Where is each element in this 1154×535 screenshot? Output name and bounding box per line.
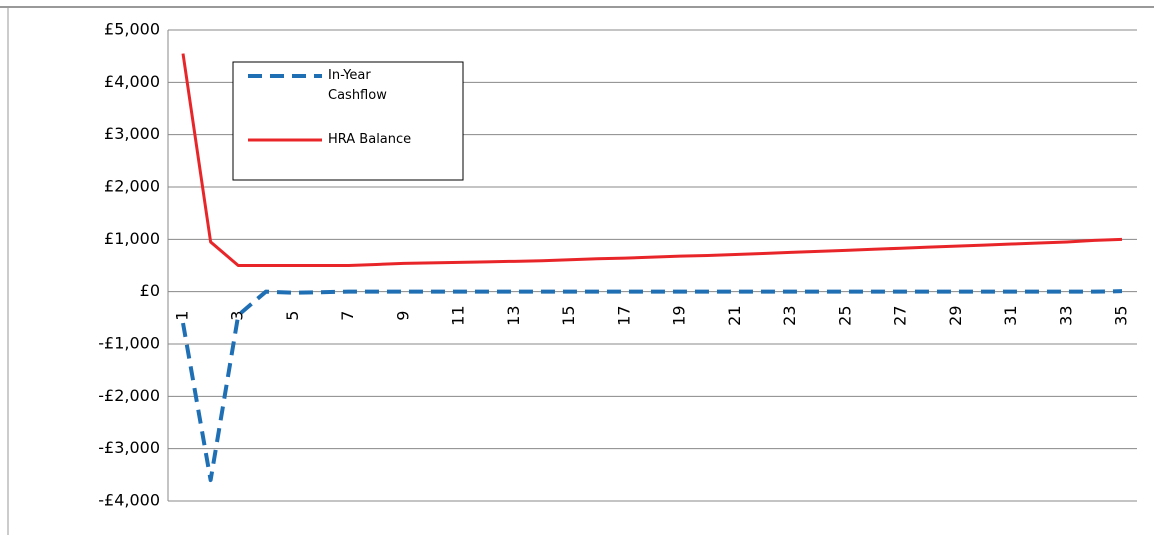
x-tick-label: 13	[504, 305, 523, 325]
x-tick-label: 19	[670, 305, 689, 325]
x-tick-label: 31	[1001, 305, 1020, 325]
y-tick-label: -£1,000	[98, 334, 160, 353]
legend-label: In-Year Cashflow	[328, 68, 387, 103]
y-tick-label: £2,000	[104, 177, 160, 196]
y-tick-label: -£3,000	[98, 438, 160, 457]
y-tick-label: £1,000	[104, 229, 160, 248]
x-tick-label: 27	[891, 305, 910, 325]
x-tick-label: 1	[173, 311, 192, 321]
y-tick-label: -£2,000	[98, 386, 160, 405]
x-tick-label: 3	[228, 311, 247, 321]
series-line	[181, 53, 1123, 267]
y-tick-label: £5,000	[104, 20, 160, 39]
x-tick-label: 23	[780, 305, 799, 325]
x-tick-label: 33	[1056, 305, 1075, 325]
x-tick-label: 15	[559, 305, 578, 325]
x-tick-label: 21	[725, 305, 744, 325]
y-tick-label: -£4,000	[98, 491, 160, 510]
x-tick-label: 35	[1112, 305, 1131, 325]
y-tick-label: £3,000	[104, 124, 160, 143]
x-tick-label: 25	[835, 305, 854, 325]
x-tick-label: 17	[614, 305, 633, 325]
x-tick-label: 9	[393, 311, 412, 321]
x-tick-label: 5	[283, 311, 302, 321]
series-line	[181, 289, 1123, 483]
legend-box	[232, 61, 464, 181]
y-tick-label: £4,000	[104, 72, 160, 91]
x-tick-label: 7	[338, 311, 357, 321]
x-tick-label: 29	[946, 305, 965, 325]
y-tick-label: £0	[140, 281, 160, 300]
legend-label: HRA Balance	[328, 132, 412, 147]
x-tick-label: 11	[449, 305, 468, 325]
